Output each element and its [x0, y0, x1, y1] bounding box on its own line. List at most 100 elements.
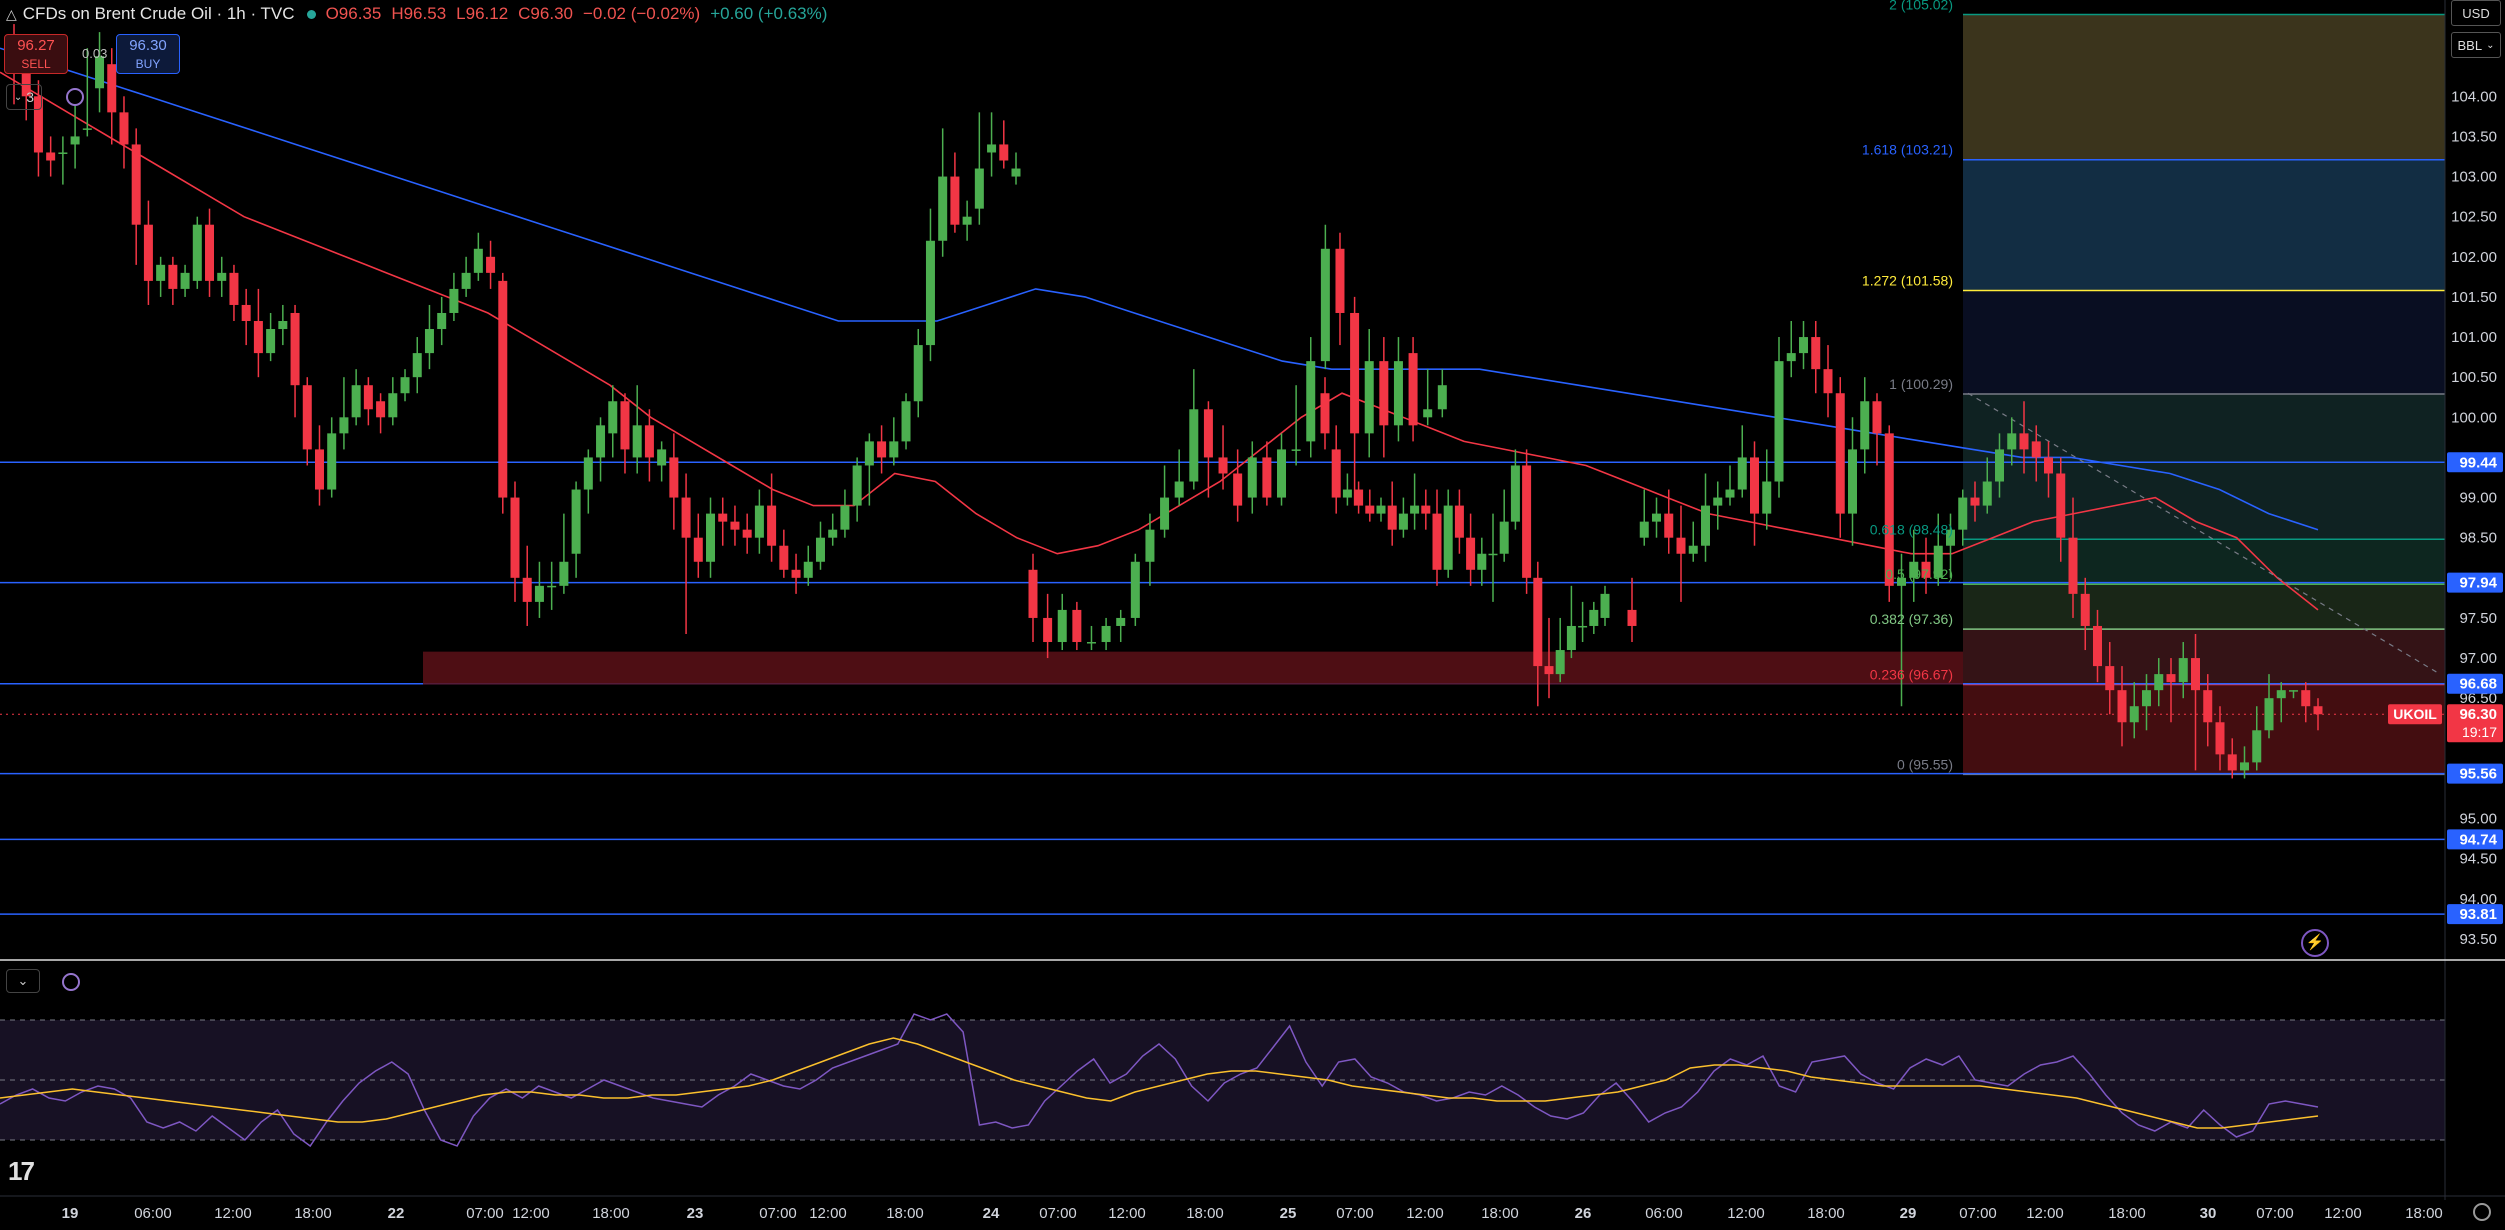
candle-body [2093, 625, 2102, 667]
sync-icon[interactable] [66, 88, 84, 106]
candle-body [938, 176, 948, 241]
candle-body [999, 144, 1009, 161]
candle-body [205, 224, 215, 281]
candle-body [1398, 513, 1408, 530]
time-tick-label: 12:00 [2026, 1205, 2064, 1222]
tradingview-logo-icon: 17 [8, 1156, 35, 1186]
candle-body [791, 569, 801, 578]
ma-fast-line [0, 71, 2319, 611]
candle-body [852, 465, 862, 506]
rsi-collapse-button[interactable]: ⌄ [6, 969, 40, 993]
candle-body [217, 272, 227, 281]
price-tag-label: 93.81 [2459, 906, 2497, 923]
price-tick-label: 97.00 [2459, 650, 2497, 667]
indicators-count: 3 [26, 89, 35, 105]
candle-body [363, 385, 373, 410]
time-tick-label: 18:00 [2108, 1205, 2146, 1222]
current-price-tag-label: 96.30 [2459, 706, 2497, 723]
candle-body [1203, 409, 1213, 458]
fib-level-label: 0.382 (97.36) [1870, 611, 1953, 627]
candle-body [1101, 625, 1111, 643]
candle-body [1376, 505, 1386, 514]
chevron-down-icon: ⌄ [13, 91, 23, 103]
candle-body [2019, 433, 2029, 450]
time-tick-label: 12:00 [512, 1205, 550, 1222]
market-status-icon [306, 9, 316, 19]
candle-body [1488, 553, 1498, 556]
fib-level-label: 1 (100.29) [1889, 376, 1953, 392]
lightning-icon[interactable]: ⚡ [2301, 929, 2329, 957]
rsi-line [0, 1013, 2319, 1148]
time-tick-label: 26 [1575, 1205, 1592, 1222]
fib-zone [1963, 290, 2445, 395]
fib-level-label: 0.236 (96.67) [1870, 667, 1953, 683]
price-tick-label: 98.50 [2459, 530, 2497, 547]
candle-body [1909, 561, 1919, 578]
chevron-down-icon: ⌄ [2486, 39, 2495, 51]
candle-body [412, 353, 422, 378]
currency-select[interactable]: USD [2451, 0, 2501, 26]
candle-body [2289, 690, 2298, 692]
time-tick-label: 06:00 [134, 1205, 172, 1222]
candle-body [424, 329, 434, 354]
price-tick-label: 104.00 [2451, 88, 2497, 105]
time-tick-label: 12:00 [214, 1205, 252, 1222]
candle-body [1664, 513, 1674, 538]
candle-body [1393, 361, 1403, 426]
candle-body [1443, 505, 1453, 570]
candle-body [2301, 690, 2311, 707]
price-tick-label: 102.00 [2451, 249, 2497, 266]
candle-body [2044, 457, 2053, 474]
fib-fill-group [1963, 13, 2445, 776]
candle-body [974, 168, 984, 209]
price-tick-label: 100.00 [2451, 409, 2497, 426]
candle-body [1688, 545, 1698, 554]
candle-body [498, 280, 508, 498]
candle-body [82, 128, 92, 130]
candle-body [1566, 625, 1576, 651]
resistance-zone-group [423, 651, 1963, 685]
candle-body [1379, 361, 1389, 426]
price-tick-label: 97.50 [2459, 610, 2497, 627]
candle-body [1454, 505, 1464, 538]
candle-body [1995, 449, 2004, 482]
indicators-toggle[interactable]: ⌄ 3 [6, 84, 42, 110]
candle-body [107, 64, 117, 113]
symbol-tag-label: UKOIL [2393, 706, 2437, 722]
gear-icon[interactable] [2473, 1203, 2491, 1221]
candle-body [1218, 457, 1228, 474]
candle-body [779, 545, 789, 570]
candle-body [1510, 465, 1520, 522]
candle-body [1835, 393, 1845, 514]
candle-body [754, 505, 764, 538]
time-tick-label: 25 [1280, 1205, 1297, 1222]
price-tag-bg [2447, 763, 2503, 784]
ma-slow-line [0, 47, 2319, 531]
rsi-sync-icon[interactable] [62, 973, 80, 991]
candle-body [767, 505, 777, 546]
buy-button[interactable]: 96.30 BUY [116, 34, 180, 74]
fib-zone [1963, 584, 2445, 630]
sell-button[interactable]: 96.27 SELL [4, 34, 68, 74]
candle-body [2129, 706, 2139, 723]
unit-select[interactable]: BBL ⌄ [2451, 32, 2501, 58]
candle-body [987, 144, 997, 153]
fib-labels: 0 (95.55) 0.236 (96.67) 0.382 (97.36) 0.5 (… [1862, 0, 1953, 772]
price-tag-bg [2447, 572, 2503, 593]
candle-body [143, 224, 153, 281]
candle-body [2056, 473, 2066, 538]
candle-body [718, 513, 728, 522]
candle-body [266, 329, 276, 354]
candle-body [33, 96, 43, 153]
candle-body [742, 529, 752, 538]
candle-body [2313, 706, 2323, 715]
time-tick-label: 24 [983, 1205, 1000, 1222]
candle-body [1799, 337, 1808, 354]
price-tick-label: 102.50 [2451, 209, 2497, 226]
candle-body [706, 513, 716, 562]
candle-body [278, 321, 288, 330]
symbol-title[interactable]: CFDs on Brent Crude Oil · 1h · TVC [22, 4, 295, 23]
price-tick-label: 100.50 [2451, 369, 2497, 386]
candle-body [1652, 513, 1661, 522]
